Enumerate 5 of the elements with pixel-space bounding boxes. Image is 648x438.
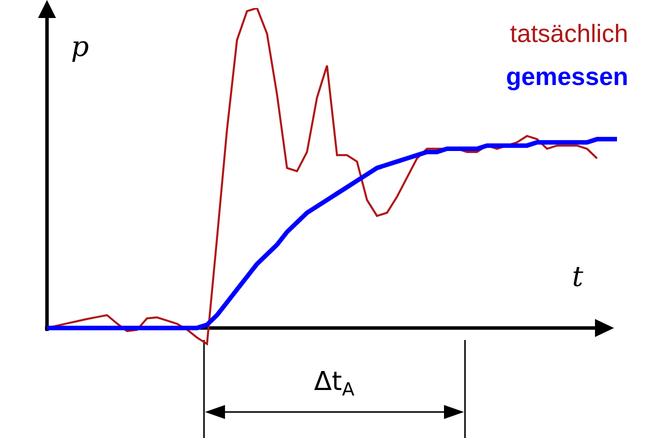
text: Δt$_{A}$ [314,367,355,400]
y-axis-title: p [71,30,89,63]
text: tatsächlich [510,20,628,48]
x-axis-title: t [572,260,584,293]
series-label: gemessen [506,63,628,91]
